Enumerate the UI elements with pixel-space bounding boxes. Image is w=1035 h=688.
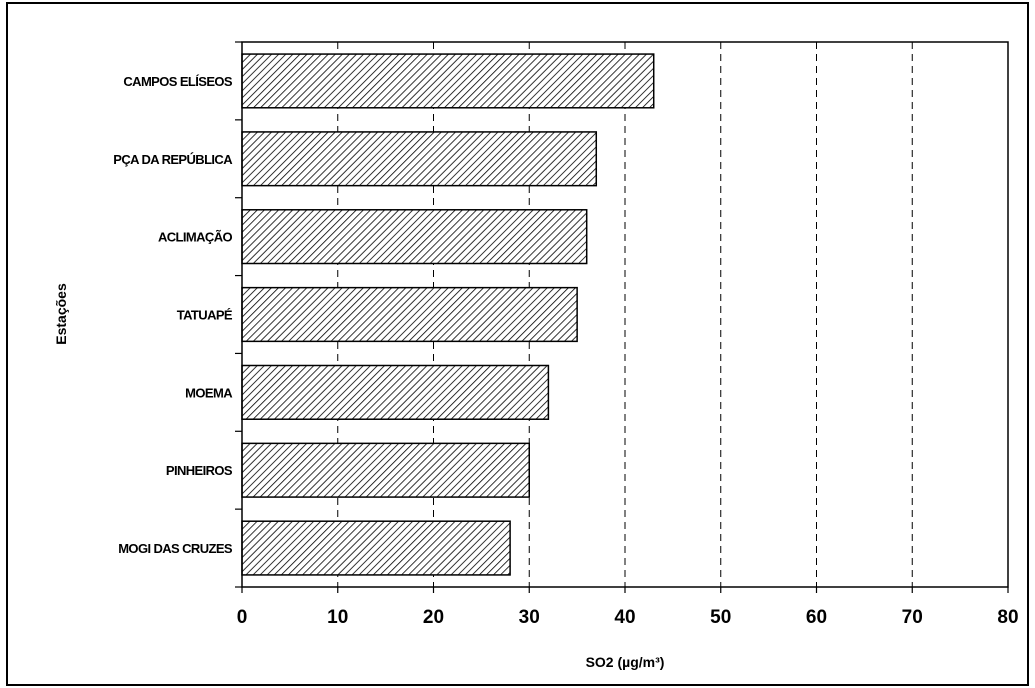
category-label: MOGI DAS CRUZES — [118, 541, 233, 556]
x-tick-label: 40 — [614, 607, 635, 628]
x-tick-label: 10 — [327, 607, 348, 628]
x-tick-label: 70 — [902, 607, 923, 628]
bar — [241, 53, 655, 109]
category-label: MOEMA — [185, 385, 233, 400]
x-tick-label: 60 — [806, 607, 827, 628]
bar — [241, 442, 530, 498]
x-tick-label: 30 — [519, 607, 540, 628]
x-tick-label: 80 — [997, 607, 1018, 628]
category-labels: CAMPOS ELÍSEOS PÇA DA REPÚBLICA ACLIMAÇÃO T… — [113, 74, 234, 556]
bar — [241, 131, 598, 187]
category-label: CAMPOS ELÍSEOS — [123, 74, 233, 89]
category-label: ACLIMAÇÃO — [158, 230, 233, 245]
x-tick-label: 0 — [237, 607, 248, 628]
x-axis-title: SO2 (µg/m³) — [586, 654, 665, 670]
category-label: TATUAPÉ — [177, 308, 233, 323]
y-axis-ticks — [235, 41, 242, 588]
bars — [241, 53, 655, 576]
category-label: PINHEIROS — [166, 463, 233, 478]
x-tick-label: 50 — [710, 607, 731, 628]
x-tick-label: 20 — [423, 607, 444, 628]
category-label: PÇA DA REPÚBLICA — [113, 152, 233, 167]
bar — [241, 364, 550, 420]
y-axis-title: Estações — [53, 283, 69, 345]
bar — [241, 209, 588, 265]
x-axis-ticks: 0 10 20 30 40 50 60 70 80 — [237, 587, 1019, 628]
bar — [241, 286, 578, 343]
bar — [241, 520, 511, 576]
